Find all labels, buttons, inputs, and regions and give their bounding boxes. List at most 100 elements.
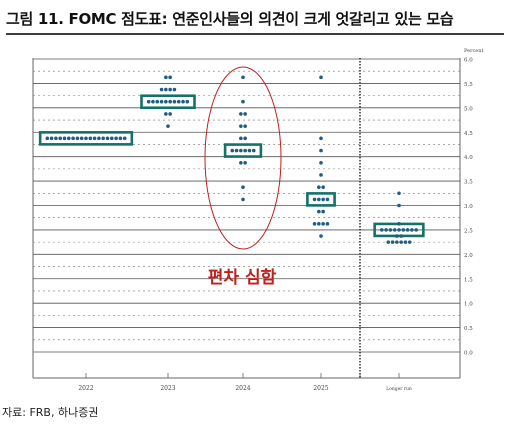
dot-point (397, 203, 401, 208)
dot-point (75, 136, 80, 141)
dot-point (239, 160, 243, 165)
dot-point (317, 185, 321, 189)
median-box (306, 192, 336, 207)
dot-point (239, 124, 243, 128)
dot-point (312, 222, 317, 226)
x-category-label: 2023 (160, 385, 175, 392)
dot-point (164, 75, 168, 80)
dot-point (390, 240, 395, 244)
dot-point (239, 136, 243, 141)
y-tick-label: 3.5 (464, 180, 473, 186)
y-tick-label: 3.0 (464, 204, 473, 210)
dot-point (312, 197, 317, 202)
x-category-label: 2025 (313, 385, 328, 392)
dot-point (397, 222, 401, 226)
dot-point (159, 87, 164, 92)
dot-point (45, 136, 50, 141)
dot-point (405, 228, 410, 232)
dot-point (407, 240, 412, 244)
dot-point (321, 185, 325, 189)
y-tick-label: 5.0 (464, 106, 473, 112)
dot-point (321, 209, 325, 214)
y-tick-label: 6.0 (464, 58, 473, 64)
dot-point (166, 124, 170, 128)
dot-point (151, 99, 155, 104)
dot-point (317, 209, 321, 214)
dot-point (317, 222, 321, 226)
dot-point (241, 197, 245, 202)
dot-point (168, 112, 172, 116)
x-category-label: 2022 (78, 385, 93, 392)
dot-point (146, 99, 151, 104)
dot-point (395, 234, 399, 238)
dot-point (317, 197, 321, 202)
dot-point (243, 124, 247, 128)
dot-point (176, 99, 181, 104)
x-category-label: 2024 (235, 385, 250, 392)
dot-point (241, 185, 245, 189)
dot-point (247, 148, 252, 153)
dot-point (397, 228, 401, 232)
y-tick-label: 0.0 (464, 351, 473, 357)
dot-point (395, 240, 399, 244)
dot-point (181, 99, 185, 104)
dot-point (122, 136, 127, 141)
y-tick-label: 1.0 (464, 302, 473, 308)
x-category-label: Longer run (386, 386, 412, 392)
dot-point (172, 87, 177, 92)
dot-point (97, 136, 101, 141)
dot-point (164, 87, 168, 92)
dot-point (92, 136, 97, 141)
dot-point (67, 136, 71, 141)
y-axis-label: Percent (464, 48, 483, 54)
dot-point (159, 99, 164, 104)
dot-point (414, 228, 419, 232)
dot-point (79, 136, 84, 141)
dot-point (325, 197, 330, 202)
dot-point (319, 234, 323, 238)
dot-point (234, 148, 239, 153)
dot-point (71, 136, 75, 141)
dot-point (164, 112, 168, 116)
dot-point (105, 136, 110, 141)
dot-point (401, 228, 406, 232)
dot-point (384, 228, 388, 232)
dot-point (118, 136, 123, 141)
dot-point (403, 240, 408, 244)
dot-point (49, 136, 54, 141)
dot-point (241, 99, 245, 104)
median-box (223, 143, 263, 158)
dot-point (114, 136, 118, 141)
dot-point (319, 160, 323, 165)
annotation-ellipse (204, 66, 282, 250)
dot-point (243, 136, 247, 141)
y-tick-label: 5.5 (464, 82, 473, 88)
dot-point (54, 136, 58, 141)
dot-point (58, 136, 62, 141)
dot-point (230, 148, 235, 153)
y-tick-label: 2.5 (464, 228, 473, 234)
dot-point (386, 240, 391, 244)
annotation-label: 편차 심함 (208, 267, 277, 288)
dot-point (321, 222, 325, 226)
dot-point (243, 148, 247, 153)
dot-point (319, 75, 323, 80)
dot-point (392, 228, 397, 232)
dot-point (88, 136, 93, 141)
figure-title: 그림 11. FOMC 점도표: 연준인사들의 의견이 크게 엇갈리고 있는 모… (6, 10, 454, 28)
dot-point (388, 228, 393, 232)
dot-point (110, 136, 114, 141)
dot-point (321, 197, 325, 202)
median-box (140, 94, 196, 110)
y-tick-label: 2.0 (464, 253, 473, 259)
dot-point (243, 160, 247, 165)
dot-point (101, 136, 105, 141)
dot-point (168, 75, 172, 80)
y-tick-label: 1.5 (464, 277, 473, 283)
dot-point (319, 173, 323, 177)
dot-point (319, 136, 323, 141)
dot-point (399, 234, 403, 238)
dot-point (185, 99, 190, 104)
dot-point (62, 136, 67, 141)
